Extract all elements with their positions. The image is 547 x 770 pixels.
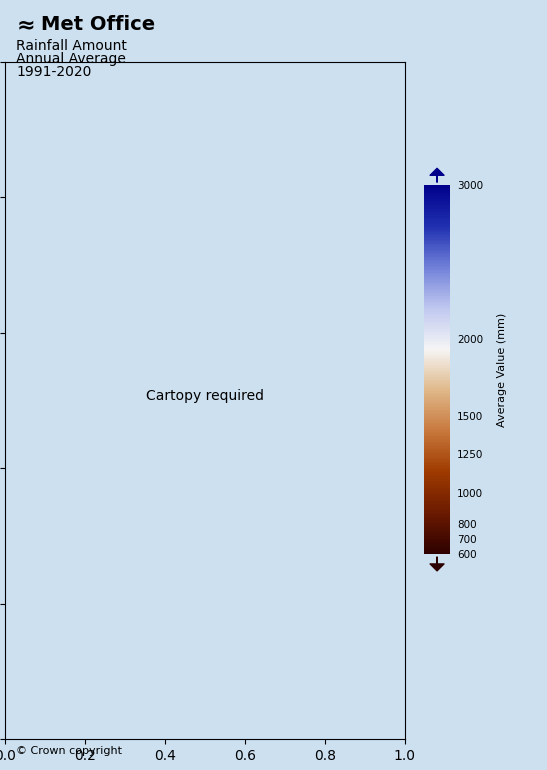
Y-axis label: Average Value (mm): Average Value (mm): [497, 313, 508, 427]
Text: Annual Average: Annual Average: [16, 52, 126, 65]
Text: 1991-2020: 1991-2020: [16, 65, 92, 79]
Text: ≈: ≈: [16, 15, 35, 35]
FancyArrowPatch shape: [430, 169, 444, 182]
FancyArrowPatch shape: [430, 557, 444, 571]
Text: Cartopy required: Cartopy required: [146, 390, 264, 403]
Text: Rainfall Amount: Rainfall Amount: [16, 38, 127, 52]
Text: Met Office: Met Office: [41, 15, 155, 35]
Text: © Crown copyright: © Crown copyright: [16, 746, 123, 756]
